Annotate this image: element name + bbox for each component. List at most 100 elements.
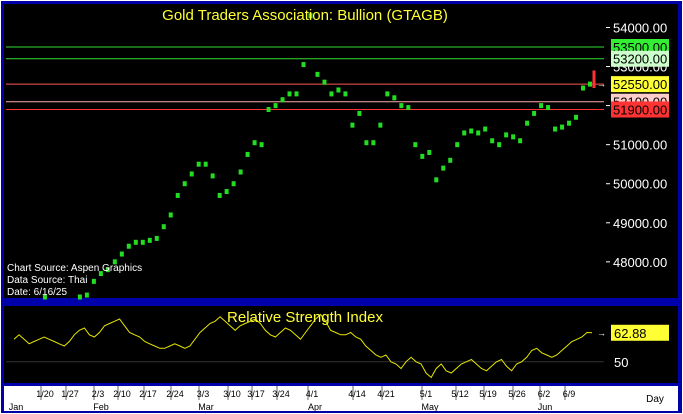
price-bar-9 (84, 292, 89, 298)
week-label-17: 6/2 (538, 389, 551, 399)
price-bar-34 (259, 142, 264, 148)
price-bar-33 (252, 140, 257, 146)
level-label-1: 53200.00 (613, 52, 667, 67)
price-tick-label-0: 54000.00 (613, 20, 667, 35)
rsi-chart-title: Relative Strength Index (227, 309, 383, 326)
price-bar-60 (441, 165, 446, 171)
week-label-11: 4/14 (348, 389, 366, 399)
month-label-0: Jan (9, 402, 24, 412)
price-bar-42 (315, 71, 320, 77)
level-box-1 (611, 50, 669, 67)
price-bar-3 (42, 294, 47, 300)
week-label-14: 5/12 (451, 389, 469, 399)
price-bar-45 (336, 87, 341, 93)
level-label-2: 52550.00 (613, 77, 667, 92)
price-bar-23 (182, 181, 187, 187)
month-label-2: Mar (198, 402, 214, 412)
price-bar-31 (238, 169, 243, 175)
price-bar-52 (385, 91, 390, 97)
price-bar-63 (462, 130, 467, 136)
price-tick-label-5: 49000.00 (613, 216, 667, 231)
price-bar-59 (434, 177, 439, 183)
price-bar-62 (455, 142, 460, 148)
month-label-1: Feb (93, 402, 109, 412)
price-bar-68 (497, 142, 502, 148)
info-line-data: Data Source: Thai (7, 275, 87, 286)
price-bar-36 (273, 103, 278, 109)
price-bar-24 (189, 171, 194, 177)
price-bar-35 (266, 107, 271, 113)
info-line-source: Chart Source: Aspen Graphics (7, 263, 142, 274)
price-level-lines (6, 46, 604, 111)
rsi-axis-panel (606, 306, 678, 383)
price-bar-41 (308, 13, 313, 19)
price-bar-80 (581, 85, 586, 91)
price-bar-43 (322, 79, 327, 85)
month-label-4: May (421, 402, 439, 412)
price-bar-64 (469, 128, 474, 134)
week-label-3: 2/10 (113, 389, 131, 399)
price-bar-30 (231, 181, 236, 187)
price-bar-40 (301, 62, 306, 68)
price-bar-76 (553, 126, 558, 132)
level-box-4 (611, 101, 669, 118)
price-axis: 54000.0053000.0052000.0051000.0050000.00… (606, 20, 667, 270)
rsi-last-pointer: → (597, 328, 606, 338)
price-bar-21 (168, 212, 173, 218)
price-bar-74 (539, 103, 544, 109)
info-line-date: Date: 6/16/25 (7, 287, 67, 298)
x-axis: 1/20 1/27 2/3 2/10 2/17 2/24 3/3 3/10 3/17 3/24 4/… (9, 386, 576, 412)
price-bar-18 (147, 237, 152, 243)
price-bar-48 (357, 110, 362, 116)
rsi-tick-label-0: 50 (614, 355, 628, 370)
price-bar-81 (588, 81, 592, 87)
price-bar-70 (511, 134, 516, 140)
week-label-13: 5/1 (420, 389, 433, 399)
price-bar-38 (287, 91, 292, 97)
week-label-7: 3/10 (223, 389, 241, 399)
price-bar-69 (504, 132, 509, 138)
price-panel (4, 4, 606, 298)
price-bar-last (592, 70, 596, 89)
price-bar-17 (140, 239, 145, 245)
week-label-6: 3/3 (197, 389, 210, 399)
price-bar-61 (448, 157, 453, 163)
price-bar-53 (392, 95, 397, 101)
rsi-panel (4, 306, 606, 383)
price-bar-79 (574, 114, 579, 120)
price-tick-label-6: 48000.00 (613, 255, 667, 270)
price-bar-55 (406, 105, 411, 111)
price-bar-27 (210, 173, 215, 179)
price-bar-12 (105, 267, 110, 273)
price-bar-54 (399, 103, 404, 109)
price-bar-49 (364, 140, 369, 146)
price-bar-57 (420, 153, 425, 159)
price-bar-22 (175, 192, 180, 198)
price-bar-72 (525, 120, 530, 126)
week-label-1: 1/27 (61, 389, 79, 399)
price-bar-10 (91, 278, 96, 284)
week-label-18: 6/9 (563, 389, 576, 399)
price-bar-58 (427, 149, 432, 155)
price-bar-25 (196, 161, 201, 167)
week-label-8: 3/17 (247, 389, 265, 399)
price-bar-56 (413, 142, 418, 148)
week-label-9: 3/24 (272, 389, 290, 399)
price-bar-28 (217, 192, 222, 198)
price-bar-14 (119, 251, 124, 257)
price-bar-37 (280, 97, 285, 103)
week-label-4: 2/17 (139, 389, 157, 399)
rsi-last-label: 62.88 (614, 326, 647, 341)
month-label-3: Apr (308, 402, 322, 412)
week-label-10: 4/1 (306, 389, 319, 399)
week-label-16: 5/26 (508, 389, 526, 399)
price-bar-75 (546, 105, 551, 111)
price-bar-78 (567, 120, 572, 126)
price-bar-20 (161, 224, 166, 230)
week-label-0: 1/20 (36, 389, 54, 399)
week-label-15: 5/19 (479, 389, 497, 399)
level-box-2 (611, 76, 669, 93)
price-bar-65 (476, 130, 481, 136)
price-bar-39 (294, 91, 299, 97)
